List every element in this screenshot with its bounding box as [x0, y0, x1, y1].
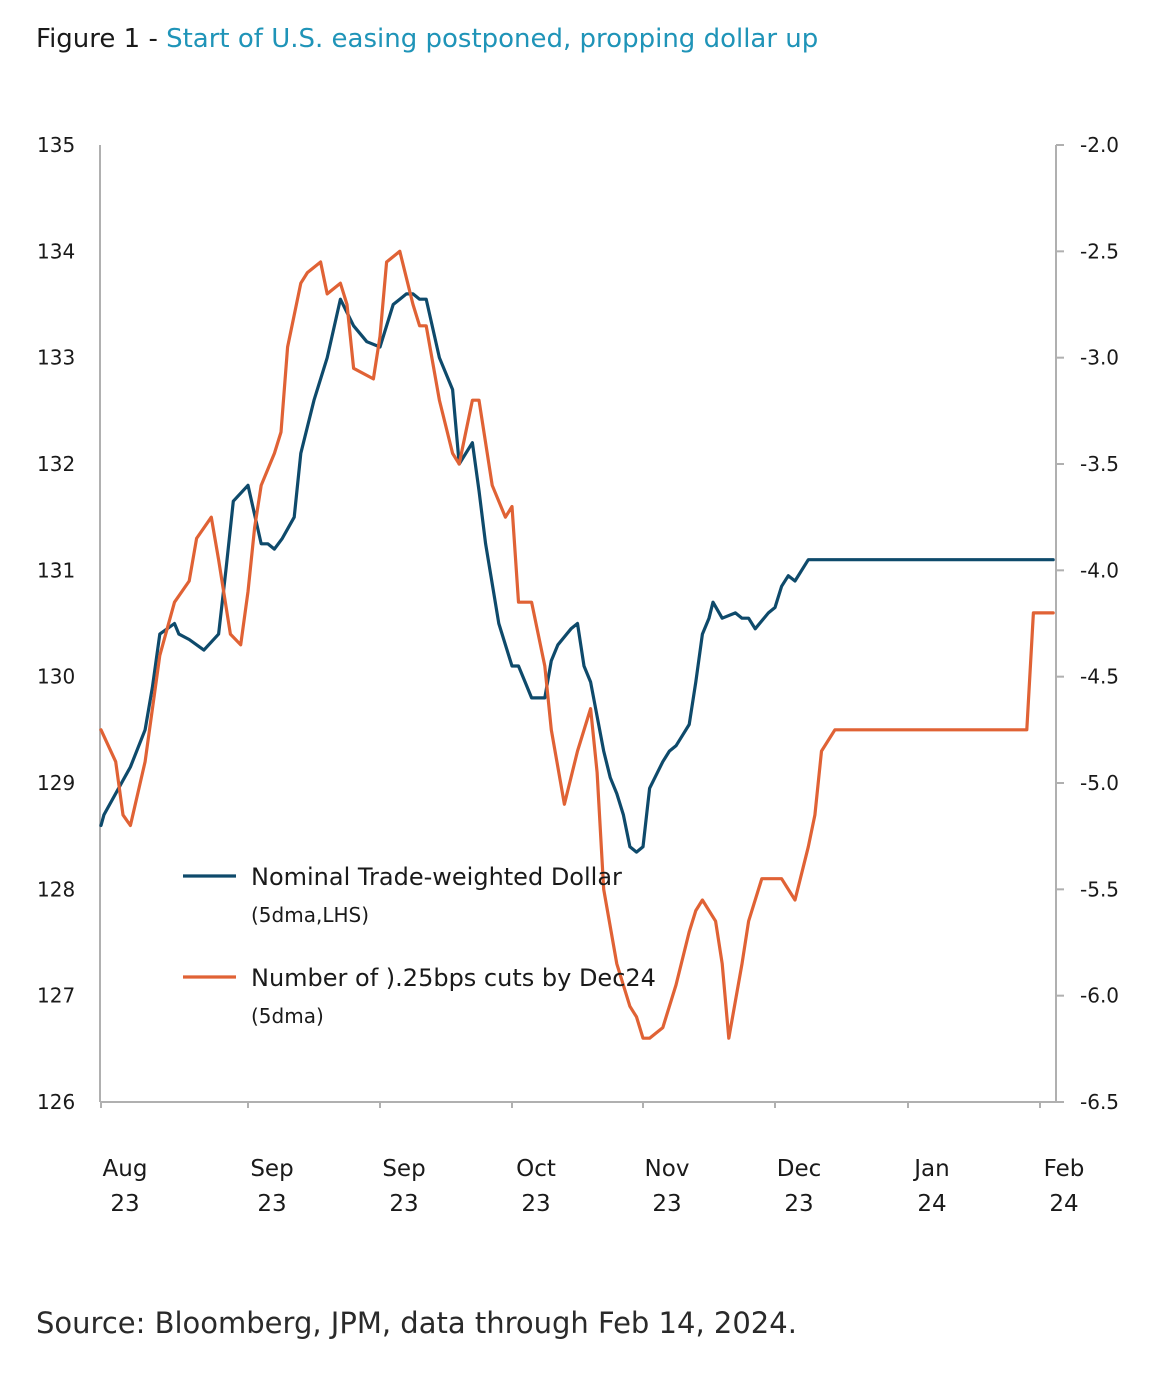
x-tick-year: 23 — [257, 1191, 286, 1217]
x-tick-year: 23 — [521, 1191, 550, 1217]
y-left-tick-label: 131 — [37, 558, 75, 582]
series-line-cuts — [99, 249, 1055, 1040]
y-right-tick-label: -2.5 — [1080, 239, 1119, 263]
legend: Nominal Trade-weighted Dollar (5dma,LHS) N… — [183, 863, 656, 1028]
y-right-tick-label: -3.5 — [1080, 452, 1119, 476]
y-left-tick-label: 133 — [37, 346, 75, 370]
figure-label: Figure 1 - — [36, 24, 167, 54]
x-tick-year: 23 — [110, 1191, 139, 1217]
x-tick-year: 23 — [652, 1191, 681, 1217]
y-right-tick-label: -4.0 — [1080, 558, 1119, 582]
y-right-tick-label: -5.0 — [1080, 771, 1119, 795]
x-tick-month: Jan — [912, 1156, 949, 1182]
y-right-tick-label: -6.0 — [1080, 984, 1119, 1008]
x-tick-month: Dec — [777, 1156, 822, 1182]
y-right-tick-label: -3.0 — [1080, 346, 1119, 370]
series-layer — [99, 249, 1055, 1040]
y-left-tick-label: 128 — [37, 877, 75, 901]
y-left-tick-label: 129 — [37, 771, 75, 795]
y-left-tick-label: 127 — [37, 984, 75, 1008]
figure-title: Figure 1 - Start of U.S. easing postpone… — [36, 24, 818, 54]
y-right-tick-label: -6.5 — [1080, 1090, 1119, 1114]
x-tick-month: Aug — [103, 1156, 148, 1182]
y-right-tick-label: -2.0 — [1080, 133, 1119, 157]
x-tick-month: Sep — [382, 1156, 425, 1182]
source-note: Source: Bloomberg, JPM, data through Feb… — [36, 1306, 797, 1340]
x-tick-month: Nov — [645, 1156, 690, 1182]
y-left-tick-label: 135 — [37, 133, 75, 157]
legend-sublabel: (5dma) — [251, 1004, 324, 1028]
y-left-tick-label: 132 — [37, 452, 75, 476]
legend-label: Nominal Trade-weighted Dollar — [251, 863, 622, 891]
x-tick-year: 24 — [1049, 1191, 1078, 1217]
legend-label: Number of ).25bps cuts by Dec24 — [251, 964, 656, 992]
x-tick-year: 23 — [784, 1191, 813, 1217]
chart: 135 134 133 132 131 130 129 128 127 126 -2.0 -2.5 -3… — [37, 133, 1119, 1217]
y-right-tick-label: -4.5 — [1080, 665, 1119, 689]
y-right-tick-label: -5.5 — [1080, 877, 1119, 901]
y-left-tick-label: 134 — [37, 239, 75, 263]
series-line-dollar — [99, 292, 1055, 854]
x-tick-month: Feb — [1044, 1156, 1085, 1182]
y-left-tick-label: 130 — [37, 665, 75, 689]
x-tick-month: Oct — [516, 1156, 556, 1182]
axes: 135 134 133 132 131 130 129 128 127 126 -2.0 -2.5 -3… — [37, 133, 1119, 1217]
x-tick-year: 23 — [389, 1191, 418, 1217]
x-tick-month: Sep — [250, 1156, 293, 1182]
x-tick-year: 24 — [917, 1191, 946, 1217]
legend-sublabel: (5dma,LHS) — [251, 903, 369, 927]
figure-title-text: Start of U.S. easing postponed, propping… — [166, 24, 819, 54]
y-left-tick-label: 126 — [37, 1090, 75, 1114]
